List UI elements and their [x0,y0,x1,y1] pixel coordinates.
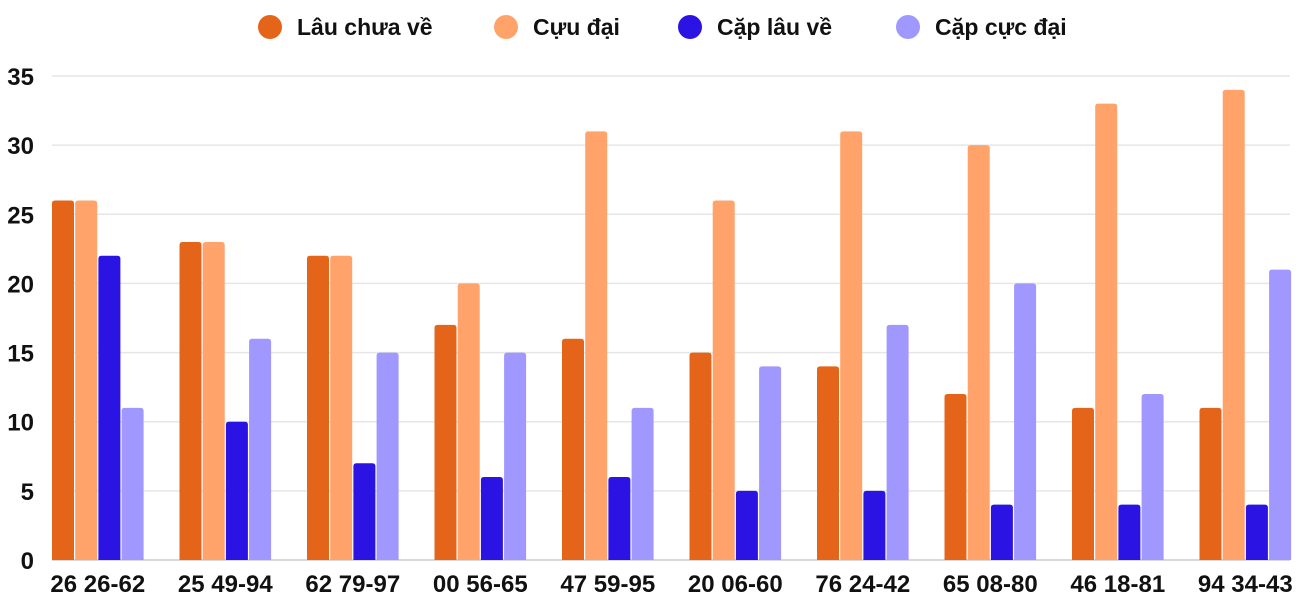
x-tick-label: 76 24-42 [815,571,910,598]
y-tick-label: 25 [7,202,34,229]
x-tick-label: 26 26-62 [50,571,145,598]
bar-4 [249,338,272,560]
bar-4 [1141,394,1164,560]
x-tick-label: 62 79-97 [305,571,400,598]
y-tick-label: 5 [21,479,34,506]
bar-1 [52,200,74,560]
x-tick-label: 47 59-95 [560,571,655,598]
bar-1 [307,255,329,560]
bar-4 [121,407,144,560]
bar-4 [886,324,909,560]
bar-1 [817,366,839,560]
legend-marker [678,15,702,39]
x-tick-label: 25 49-94 [178,571,273,598]
x-tick-label: 65 08-80 [943,571,1038,598]
bar-2 [202,241,225,560]
bar-3 [353,463,376,560]
y-tick-label: 15 [7,341,34,368]
bar-4 [1269,269,1292,560]
bar-1 [179,241,202,560]
bar-3 [608,477,631,560]
x-tick-label: 46 18-81 [1070,571,1165,598]
y-tick-label: 35 [7,64,34,91]
bar-2 [712,200,735,560]
bar-3 [225,421,248,560]
legend-marker [258,15,282,39]
bar-3 [735,490,758,560]
bar-1 [1072,407,1094,560]
bar-3 [1245,504,1268,560]
legend-label: Cặp cực đại [935,14,1067,40]
y-tick-label: 20 [7,271,34,298]
bar-2 [1222,89,1245,560]
bar-4 [631,407,654,560]
legend-label: Cặp lâu về [717,14,832,40]
bar-2 [330,255,353,560]
bar-2 [840,131,863,561]
bar-3 [1118,504,1141,560]
bar-2 [457,283,480,560]
bar-4 [504,352,527,560]
x-tick-label: 94 34-43 [1198,571,1293,598]
bar-3 [98,255,121,560]
legend-marker [494,15,518,39]
bar-3 [480,477,503,560]
bar-1 [689,352,712,560]
bar-1 [562,338,584,560]
bar-4 [759,366,782,560]
x-tick-label: 00 56-65 [433,571,528,598]
bar-2 [585,131,608,561]
bar-3 [990,504,1013,560]
y-tick-label: 30 [7,133,34,160]
bar-4 [376,352,399,560]
bar-1 [434,324,457,560]
bar-1 [944,394,967,560]
bar-1 [1199,407,1222,560]
bar-4 [1014,283,1037,560]
legend-label: Lâu chưa về [297,14,433,40]
x-tick-label: 20 06-60 [688,571,783,598]
bar-3 [863,490,886,560]
bar-2 [1095,103,1118,561]
legend-marker [896,15,920,39]
y-tick-label: 10 [7,410,34,437]
legend-label: Cựu đại [533,14,620,40]
bar-2 [75,200,98,560]
bar-2 [967,145,990,560]
y-tick-label: 0 [21,548,34,575]
